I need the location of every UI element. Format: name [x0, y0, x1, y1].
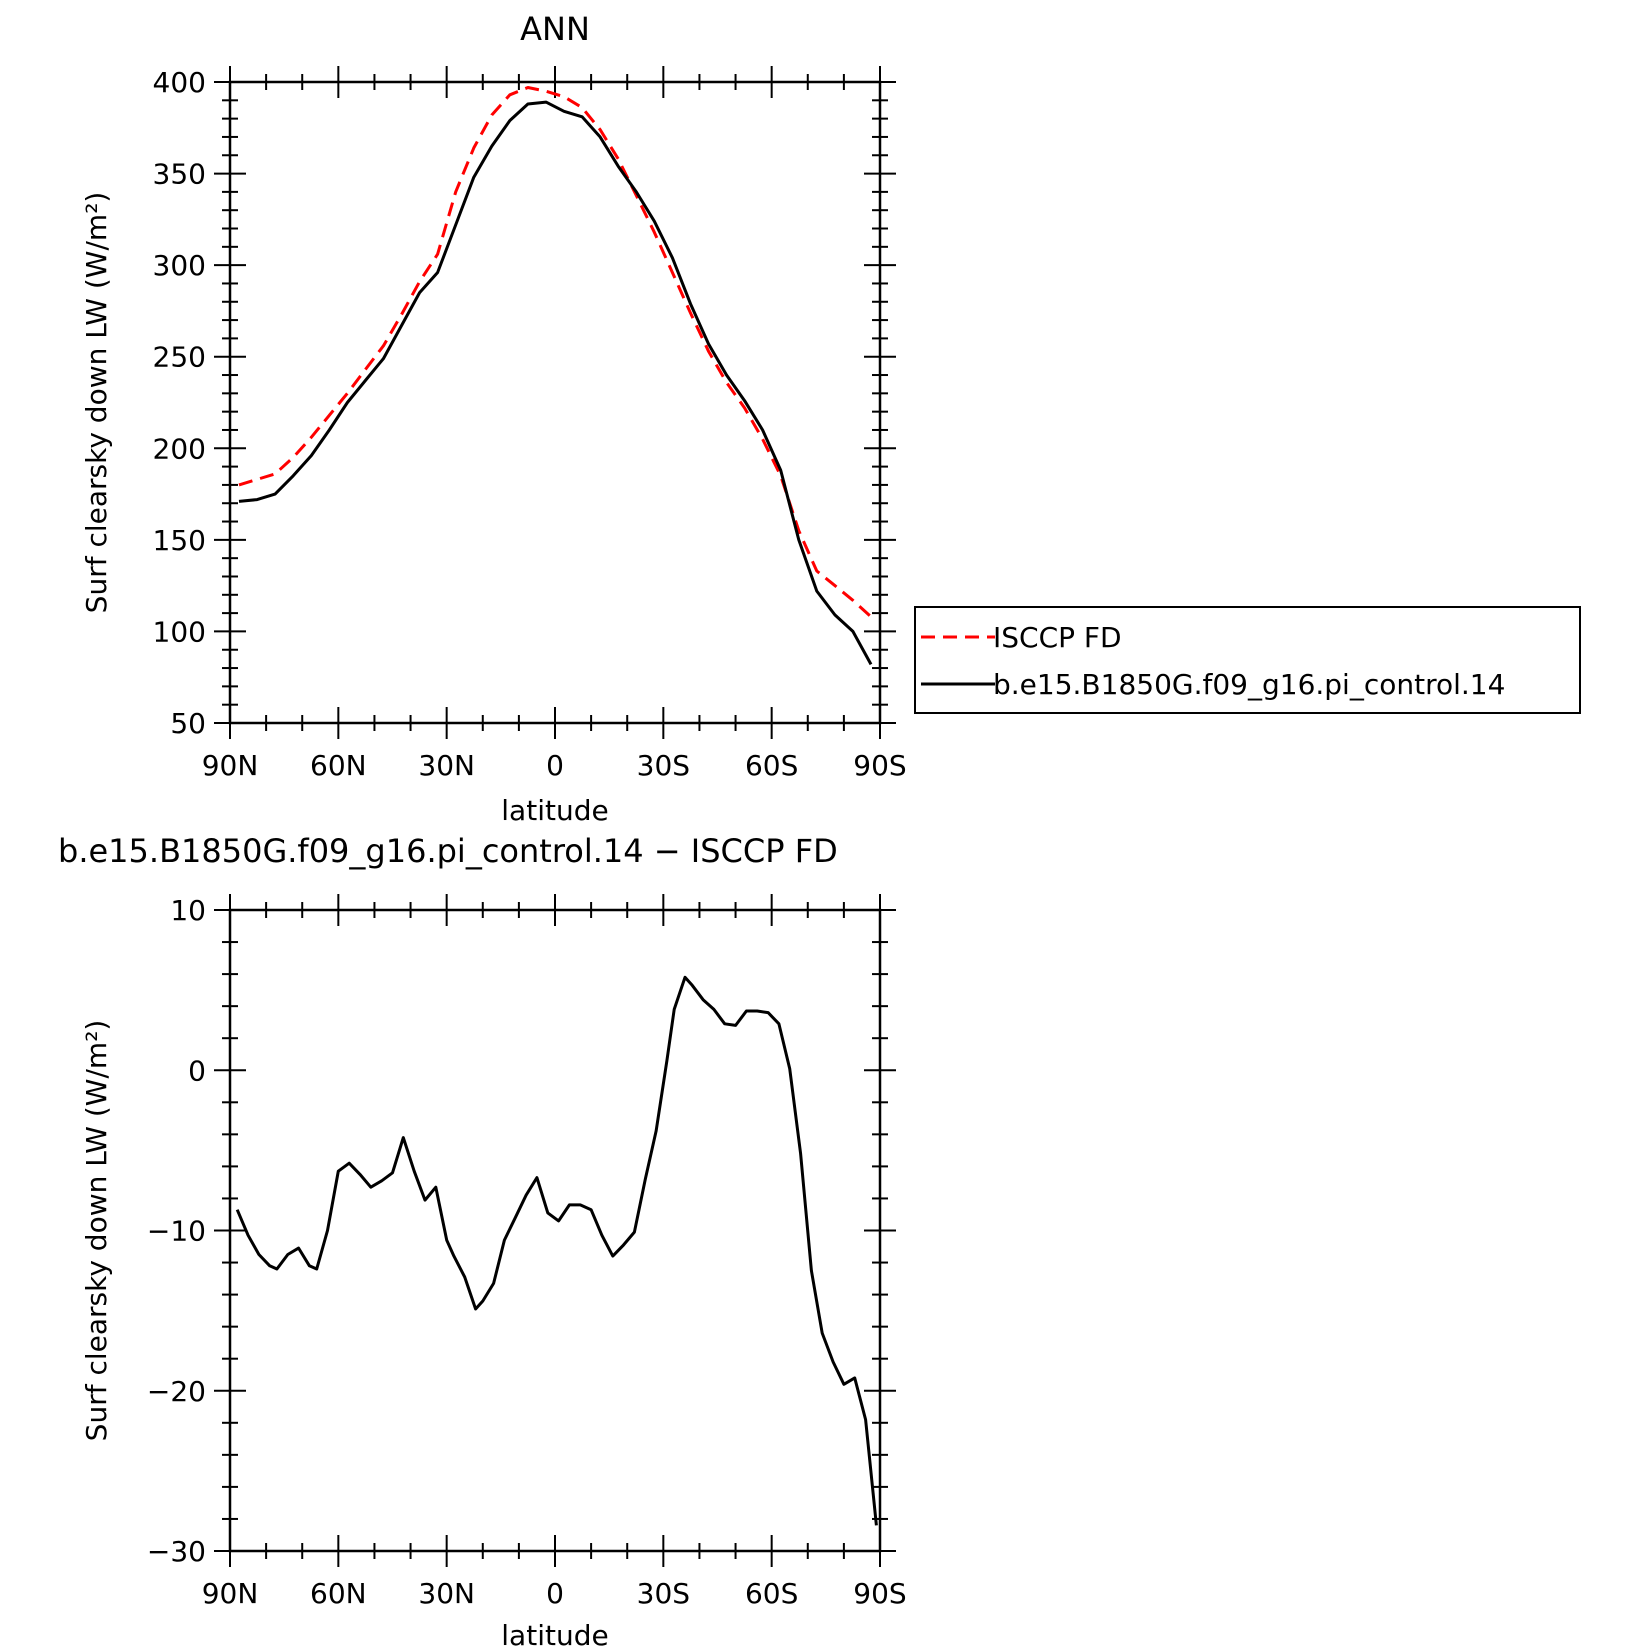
x-tick-label: 60S [745, 749, 798, 782]
x-tick-label: 60N [310, 1577, 367, 1610]
x-tick-label: 0 [546, 1577, 564, 1610]
y-tick-label: 300 [153, 249, 206, 282]
y-tick-label: 150 [153, 524, 206, 557]
x-axis-label: latitude [501, 1619, 608, 1647]
y-tick-label: −20 [147, 1375, 206, 1408]
y-tick-label: 100 [153, 615, 206, 648]
x-tick-label: 90N [202, 1577, 259, 1610]
x-tick-label: 90S [853, 749, 906, 782]
x-axis-label: latitude [501, 794, 608, 827]
y-tick-label: 0 [188, 1054, 206, 1087]
plot-frame [228, 80, 882, 725]
y-tick-label: −10 [147, 1215, 206, 1248]
x-tick-label: 30S [637, 1577, 690, 1610]
y-tick-label: 50 [170, 707, 206, 740]
legend: ISCCP FD b.e15.B1850G.f09_g16.pi_control.… [914, 606, 1581, 714]
y-tick-label: 350 [153, 158, 206, 191]
x-tick-label: 30N [418, 749, 475, 782]
y-tick-label: 200 [153, 432, 206, 465]
series-line-0 [235, 975, 878, 1526]
x-tick-label: 60S [745, 1577, 798, 1610]
x-tick-label: 60N [310, 749, 367, 782]
x-tick-label: 0 [546, 749, 564, 782]
y-tick-label: 10 [170, 894, 206, 927]
x-tick-label: 90N [202, 749, 259, 782]
series-line-0 [238, 86, 873, 618]
series-line-1 [238, 100, 873, 666]
y-tick-label: −30 [147, 1535, 206, 1568]
chart-title: b.e15.B1850G.f09_g16.pi_control.14 − ISC… [58, 832, 838, 870]
y-axis-label: Surf clearsky down LW (W/m²) [80, 1020, 113, 1442]
legend-box [914, 606, 1581, 714]
y-tick-label: 250 [153, 341, 206, 374]
top-panel: 400 350 300 250 200 150 100 50 90N 60N 30N 0 30S 60S 9… [80, 10, 1581, 827]
chart-title: ANN [520, 10, 590, 48]
bottom-panel: 10 0 −10 −20 −30 90N 60N 30N 0 30S 60S 90S b.e15.B18… [58, 832, 907, 1647]
y-tick-label: 400 [153, 66, 206, 99]
y-axis-label: Surf clearsky down LW (W/m²) [80, 192, 113, 614]
legend-label-0: ISCCP FD [993, 621, 1122, 654]
x-tick-label: 30S [637, 749, 690, 782]
x-tick-label: 30N [418, 1577, 475, 1610]
x-tick-label: 90S [853, 1577, 906, 1610]
legend-label-1: b.e15.B1850G.f09_g16.pi_control.14 [993, 668, 1505, 701]
